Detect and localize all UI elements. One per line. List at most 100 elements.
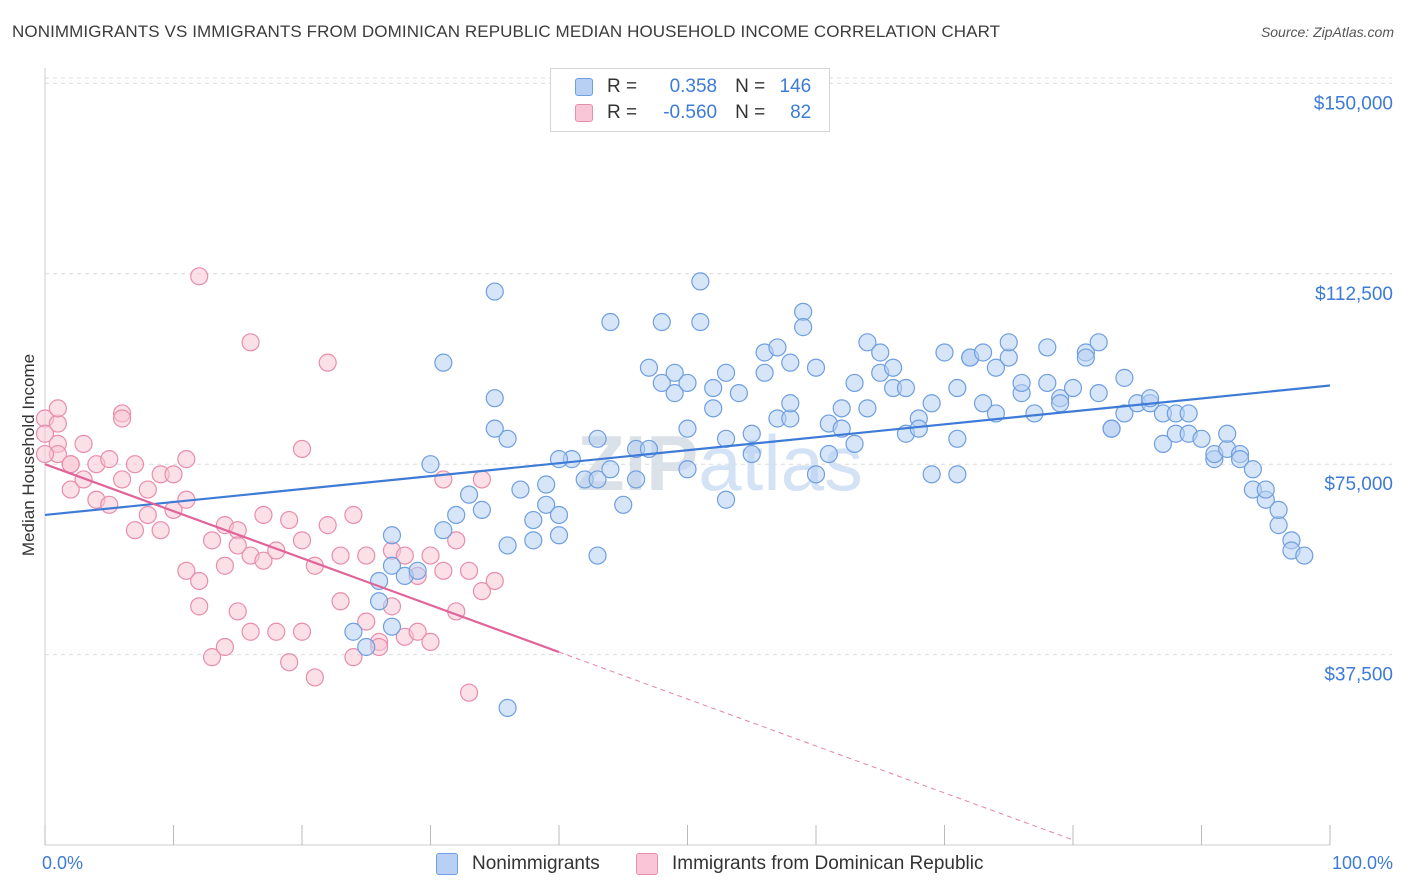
blue-point xyxy=(1256,480,1275,499)
pink-swatch xyxy=(636,853,658,875)
pink-point xyxy=(395,546,414,565)
blue-point xyxy=(858,399,877,418)
blue-point xyxy=(948,429,967,448)
blue-point xyxy=(691,312,710,332)
blue-point xyxy=(1269,500,1288,519)
pink-point xyxy=(190,571,209,591)
blue-point xyxy=(524,531,543,550)
pink-point xyxy=(151,521,170,540)
pink-point xyxy=(241,622,260,641)
blue-point xyxy=(909,419,928,438)
pink-point xyxy=(485,571,504,591)
blue-point xyxy=(1025,404,1044,423)
blue-point xyxy=(1115,368,1134,387)
blue-point xyxy=(1218,424,1237,443)
blue-point xyxy=(1076,348,1095,367)
blue-point xyxy=(704,378,723,398)
blue-point xyxy=(845,434,864,453)
blue-point xyxy=(588,546,607,565)
blue-point xyxy=(858,333,877,352)
blue-point xyxy=(498,536,517,555)
pink-point xyxy=(421,632,440,652)
blue-point xyxy=(819,444,838,464)
blue-point xyxy=(845,373,864,393)
blue-point xyxy=(716,490,736,509)
blue-point xyxy=(729,384,749,403)
pink-point xyxy=(228,536,247,555)
pink-point xyxy=(459,683,479,702)
blue-point xyxy=(678,460,697,479)
legend-row-pink: R = -0.560 N = 82 xyxy=(575,101,811,125)
pink-point xyxy=(228,602,247,621)
legend-row-blue: R = 0.358 N = 146 xyxy=(575,75,811,99)
blue-point xyxy=(408,561,427,580)
blue-point xyxy=(1153,434,1173,453)
legend-r-label: R = xyxy=(607,76,638,97)
pink-point xyxy=(292,531,312,550)
blue-point xyxy=(511,480,530,499)
stats-legend: R = 0.358 N = 146 R = -0.560 N = 82 xyxy=(550,68,830,132)
chart-title: NONIMMIGRANTS VS IMMIGRANTS FROM DOMINIC… xyxy=(12,22,1001,41)
blue-point xyxy=(883,358,903,377)
blue-point xyxy=(652,312,671,332)
pink-point xyxy=(472,470,491,489)
y-tick-label: $75,000 xyxy=(1324,474,1393,495)
blue-point xyxy=(485,389,504,408)
y-tick-label: $37,500 xyxy=(1324,665,1393,686)
legend-r-value: -0.560 xyxy=(663,102,718,123)
blue-point xyxy=(794,318,813,337)
blue-point xyxy=(549,505,569,525)
blue-point xyxy=(1051,394,1070,413)
blue-point xyxy=(626,470,646,489)
pink-point xyxy=(112,470,132,489)
legend-r-label: R = xyxy=(607,102,638,123)
pink-point xyxy=(447,531,466,550)
blue-point xyxy=(806,465,826,484)
pink-point xyxy=(177,561,196,580)
pink-point xyxy=(318,353,337,372)
blue-swatch xyxy=(575,78,593,96)
pink-series-points xyxy=(35,267,504,702)
blue-point xyxy=(614,495,633,514)
pink-swatch xyxy=(575,104,593,122)
y-tick-label: $150,000 xyxy=(1314,93,1393,114)
blue-point xyxy=(832,419,851,438)
y-tick-labels: $150,000 $112,500 $75,000 $37,500 xyxy=(1314,93,1393,685)
blue-point xyxy=(588,429,607,448)
legend-n-value: 82 xyxy=(790,102,812,123)
blue-point xyxy=(434,521,453,540)
y-axis-title: Median Household Income xyxy=(19,354,38,556)
blue-point xyxy=(755,363,774,382)
trend-lines xyxy=(44,384,1331,841)
legend-n-label: N = xyxy=(735,76,766,97)
blue-point xyxy=(1243,460,1263,479)
pink-point xyxy=(112,409,132,428)
blue-point xyxy=(601,460,620,479)
pink-point xyxy=(100,450,119,469)
blue-point xyxy=(639,358,659,377)
pink-point xyxy=(318,516,337,535)
blue-point xyxy=(794,302,813,321)
pink-point xyxy=(408,622,427,641)
pink-point xyxy=(459,561,479,580)
pink-trend-line xyxy=(44,463,560,654)
pink-point xyxy=(472,582,491,601)
blue-point xyxy=(601,312,620,332)
blue-point xyxy=(935,343,954,362)
blue-swatch xyxy=(436,853,458,875)
blue-trend-line xyxy=(44,384,1331,517)
pink-point xyxy=(190,597,209,616)
blue-point xyxy=(948,378,967,398)
blue-point xyxy=(421,455,440,474)
blue-point xyxy=(459,485,479,504)
pink-point xyxy=(48,414,67,433)
blue-point xyxy=(498,429,517,448)
pink-point xyxy=(74,434,93,453)
pink-point xyxy=(434,561,453,580)
pink-point xyxy=(280,510,299,530)
blue-point xyxy=(781,353,800,372)
blue-point xyxy=(537,475,556,494)
pink-point xyxy=(344,505,363,525)
blue-point xyxy=(549,526,569,545)
